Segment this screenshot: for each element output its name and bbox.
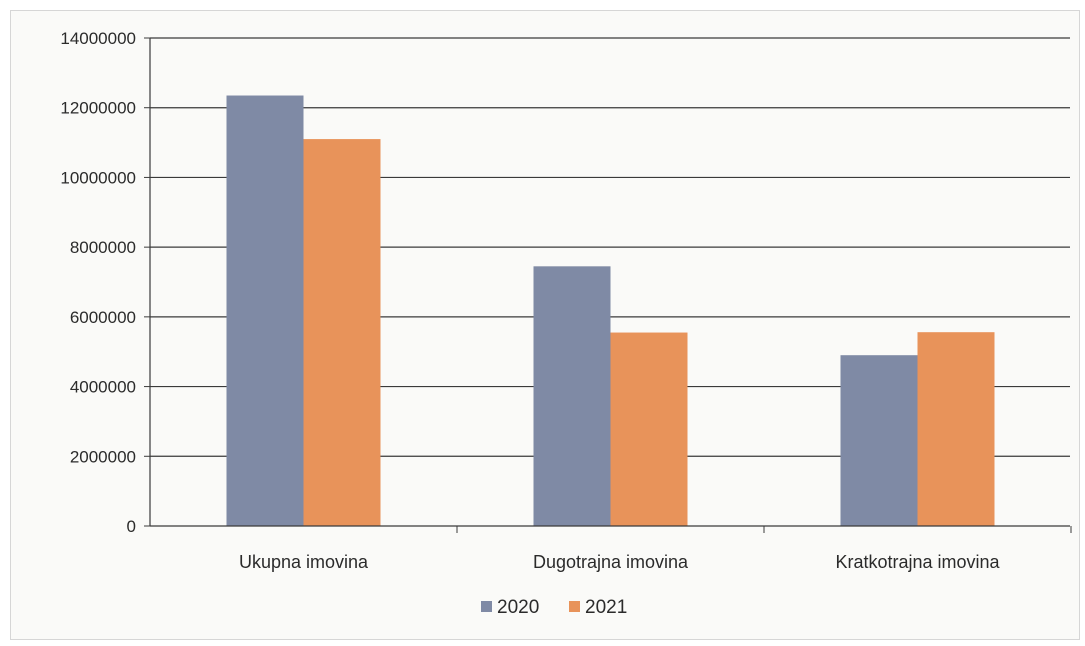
x-tick-label: Dugotrajna imovina	[533, 552, 689, 572]
y-tick-labels: 0 2000000 4000000 6000000 8000000 10000000 120…	[60, 29, 136, 536]
y-tick-label: 6000000	[70, 308, 136, 327]
y-tick-label: 2000000	[70, 447, 136, 466]
bar-2021-1	[303, 139, 381, 527]
axes	[144, 37, 1072, 533]
bar-2020-1	[226, 95, 304, 526]
legend-label-2020: 2020	[497, 597, 539, 618]
y-tick-label: 10000000	[60, 168, 136, 187]
legend-swatch-2021	[569, 601, 580, 612]
bar-2020-3	[840, 355, 918, 526]
x-tick-labels: Ukupna imovina Dugotrajna imovina Kratkotr…	[239, 552, 1001, 572]
legend: 2020 2021	[481, 597, 627, 618]
bar-2021-3	[917, 332, 995, 526]
legend-label-2021: 2021	[585, 597, 627, 618]
x-tick-label: Ukupna imovina	[239, 552, 369, 572]
y-tick-label: 8000000	[70, 238, 136, 257]
bars	[226, 95, 995, 527]
y-tick-label: 12000000	[60, 99, 136, 118]
bar-2021-2	[610, 332, 688, 526]
y-tick-label: 14000000	[60, 29, 136, 48]
bar-2020-2	[533, 266, 611, 526]
legend-swatch-2020	[481, 601, 492, 612]
y-tick-label: 0	[127, 517, 136, 536]
y-tick-label: 4000000	[70, 378, 136, 397]
x-tick-label: Kratkotrajna imovina	[835, 552, 1000, 572]
